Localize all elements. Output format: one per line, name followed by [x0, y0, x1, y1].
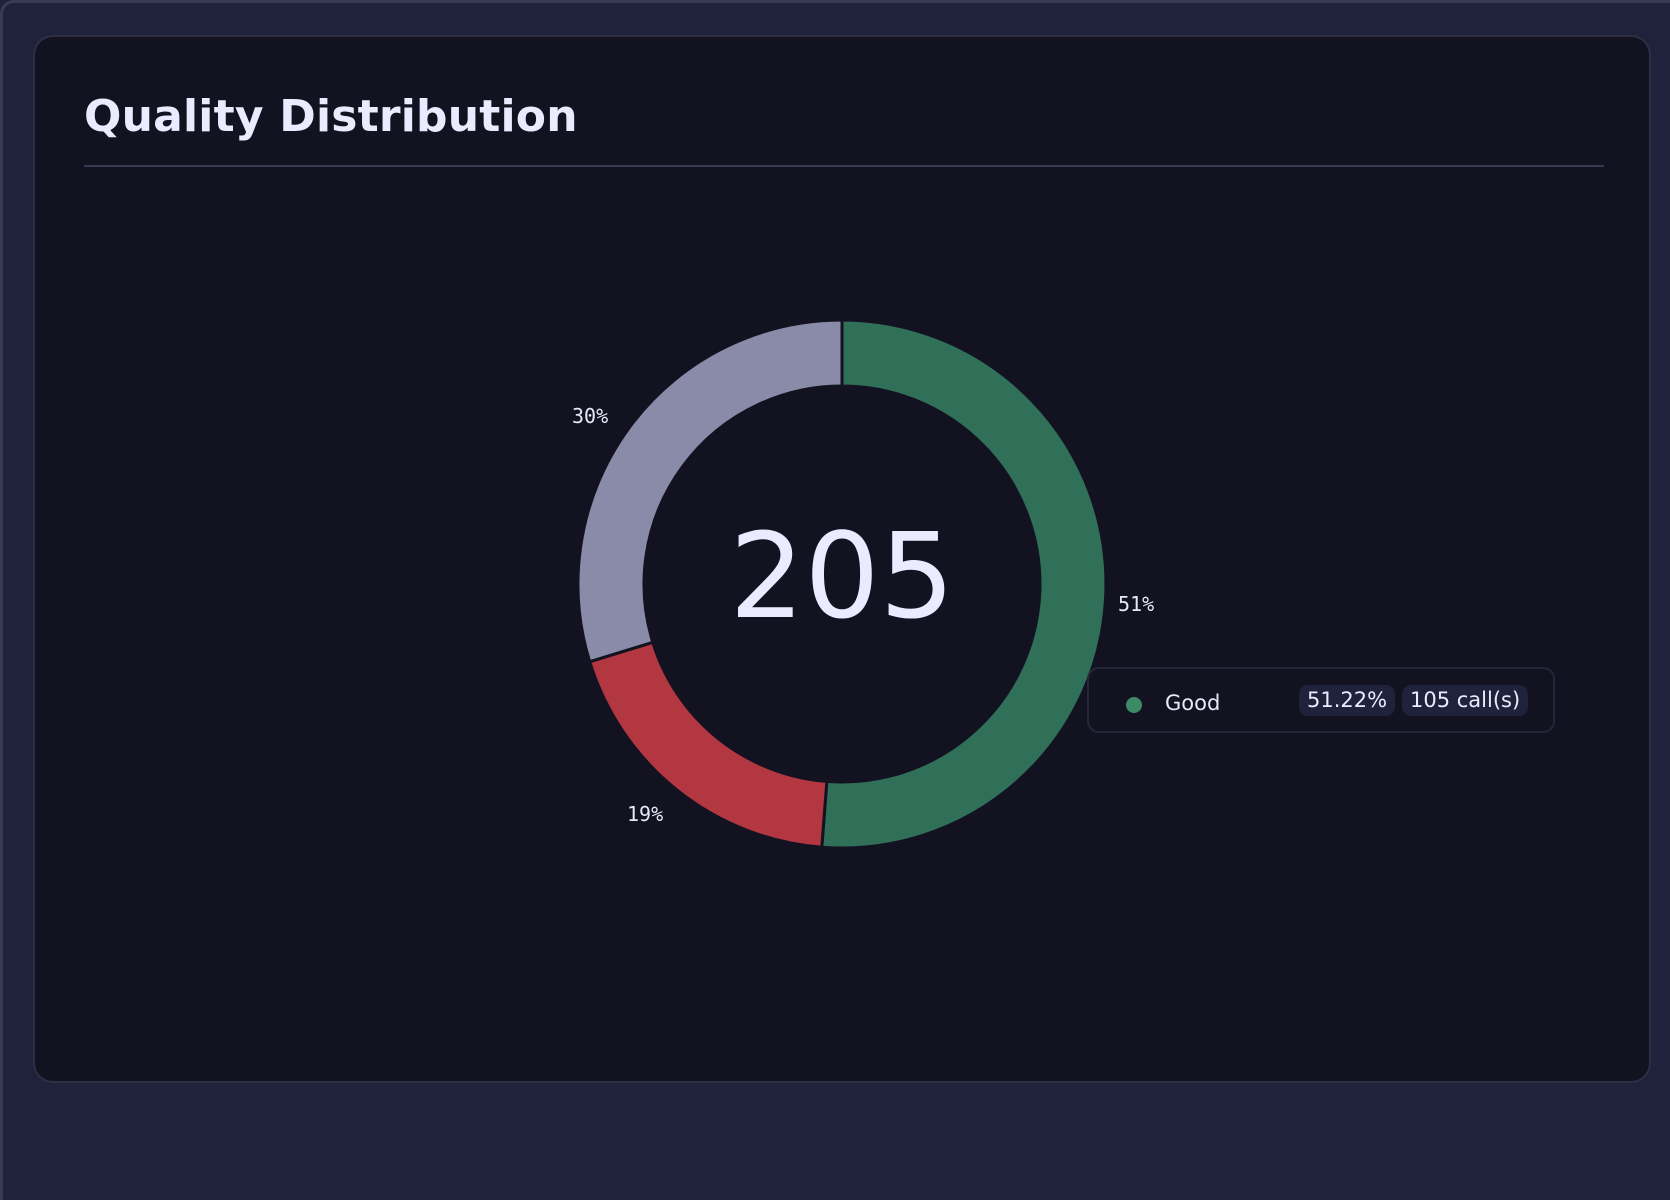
tooltip-percent-badge: 51.22% [1299, 685, 1396, 716]
slice-label-neutral: 30% [572, 404, 609, 428]
slice-label-good: 51% [1118, 592, 1155, 616]
chart-tooltip: Good 51.22% 105 call(s) [1087, 667, 1555, 733]
donut-slice-good[interactable] [820, 318, 1108, 850]
quality-distribution-card: Quality Distribution [33, 35, 1651, 1083]
donut-chart [576, 318, 1108, 850]
tooltip-count-badge: 105 call(s) [1402, 685, 1529, 716]
tooltip-series-name: Good [1165, 691, 1221, 715]
donut-center-total: 205 [729, 507, 955, 645]
legend-dot-icon [1126, 697, 1142, 713]
donut-slice-bad[interactable] [587, 640, 829, 849]
slice-label-bad: 19% [627, 802, 664, 826]
donut-slice-neutral[interactable] [576, 318, 844, 664]
title-divider [84, 165, 1604, 167]
card-title: Quality Distribution [84, 91, 578, 142]
